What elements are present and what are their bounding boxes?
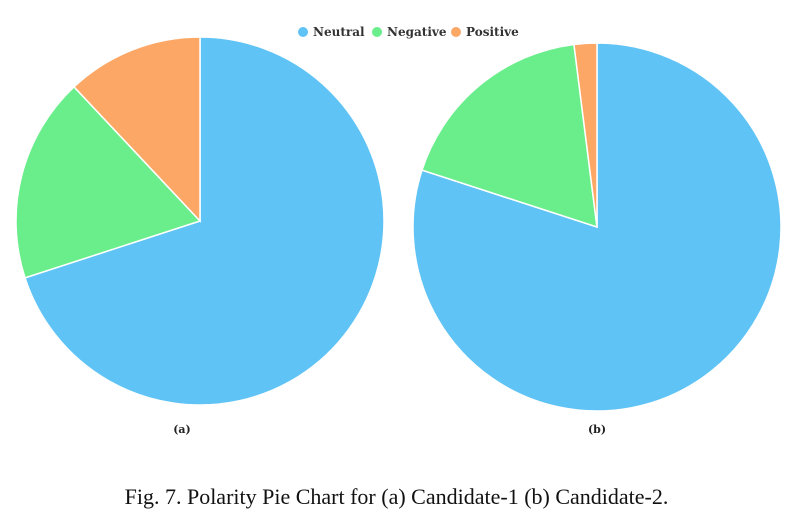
pie-b-slice-neutral[interactable]: [412, 42, 782, 412]
legend-item-negative[interactable]: Negative: [372, 25, 447, 39]
pie-a-sublabel: (a): [173, 423, 191, 436]
legend-swatch-neutral: [298, 27, 308, 37]
pie-chart-candidate-2: [412, 42, 782, 412]
legend-label-negative: Negative: [387, 25, 447, 39]
pie-a-slice-negative[interactable]: [15, 85, 202, 279]
legend-label-neutral: Neutral: [313, 25, 365, 39]
legend-label-positive: Positive: [466, 25, 519, 39]
legend-item-neutral[interactable]: Neutral: [298, 25, 365, 39]
figure-caption: Fig. 7. Polarity Pie Chart for (a) Candi…: [124, 484, 669, 509]
pie-a-slice-neutral[interactable]: [24, 36, 385, 406]
pie-b-slice-negative[interactable]: [421, 43, 598, 229]
pie-a-slice-positive[interactable]: [72, 36, 201, 223]
legend: Neutral Negative Positive: [298, 25, 519, 39]
legend-swatch-negative: [372, 27, 382, 37]
pie-b-sublabel: (b): [588, 423, 606, 436]
legend-item-positive[interactable]: Positive: [451, 25, 519, 39]
pie-chart-candidate-1: [15, 36, 385, 406]
legend-swatch-positive: [451, 27, 461, 37]
pie-b-slice-positive[interactable]: [573, 42, 598, 228]
